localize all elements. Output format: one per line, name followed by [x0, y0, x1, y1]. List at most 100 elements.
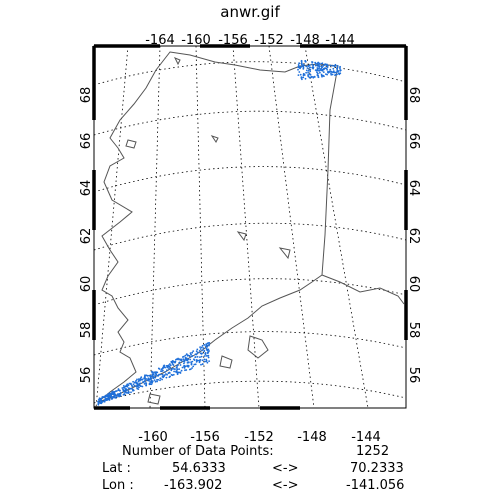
data-point — [202, 347, 205, 350]
data-point — [297, 64, 300, 66]
data-point — [151, 381, 154, 384]
data-point — [141, 385, 144, 388]
data-point — [336, 73, 338, 76]
data-point — [106, 395, 109, 398]
data-point — [208, 344, 210, 347]
data-point — [305, 65, 308, 68]
data-point — [301, 78, 303, 81]
data-point — [166, 366, 169, 369]
data-point — [309, 68, 312, 71]
lat-arrow: <-> — [272, 461, 299, 476]
data-point — [167, 365, 170, 368]
data-point — [124, 391, 127, 393]
data-point — [319, 71, 321, 74]
data-point — [178, 361, 181, 364]
lat-label: Lat : — [102, 461, 131, 476]
data-point — [330, 72, 332, 75]
map-frame — [93, 45, 407, 409]
data-point — [198, 350, 201, 352]
data-point — [145, 384, 148, 387]
data-point — [183, 362, 185, 365]
data-point — [113, 391, 116, 394]
data-point — [193, 358, 195, 361]
data-point — [145, 374, 148, 377]
data-point — [199, 346, 202, 348]
data-point — [184, 354, 187, 357]
data-point — [180, 358, 183, 361]
data-point — [333, 65, 336, 68]
data-point — [195, 359, 198, 361]
data-point — [312, 67, 314, 70]
data-point — [100, 397, 103, 400]
data-point — [137, 388, 140, 390]
right-tick: 68 — [406, 87, 421, 104]
data-point — [196, 348, 199, 351]
data-point — [337, 70, 340, 72]
data-point — [313, 75, 316, 78]
data-point — [318, 69, 321, 72]
data-point — [307, 69, 310, 72]
data-point — [160, 368, 163, 370]
data-point — [330, 70, 332, 73]
data-point — [331, 64, 334, 67]
data-point — [306, 67, 309, 69]
data-point — [176, 373, 179, 376]
data-point — [336, 64, 339, 67]
data-point — [139, 379, 142, 382]
data-point — [300, 60, 303, 63]
data-point — [191, 367, 194, 369]
data-point — [311, 66, 314, 69]
data-point — [339, 67, 341, 69]
data-point — [179, 364, 182, 366]
lat-min: 54.6333 — [172, 461, 226, 476]
data-point — [323, 64, 326, 66]
data-point — [201, 349, 204, 352]
data-point — [150, 377, 153, 380]
data-point — [330, 73, 333, 76]
data-point — [164, 371, 166, 373]
data-point — [169, 363, 171, 365]
data-point — [117, 389, 120, 391]
data-point — [196, 352, 199, 354]
count-value: 1252 — [356, 444, 390, 459]
right-tick: 62 — [406, 228, 421, 245]
data-point — [297, 68, 299, 71]
data-point — [200, 363, 202, 366]
data-point — [300, 62, 303, 65]
data-point — [127, 392, 130, 394]
data-point — [126, 392, 128, 394]
data-point — [111, 396, 114, 398]
data-point — [140, 376, 143, 379]
data-point — [205, 345, 208, 348]
data-point — [200, 355, 203, 358]
bottom-tick-labels: -160 -156 -152 -148 -144 — [138, 430, 381, 445]
data-point — [201, 352, 204, 355]
data-point — [149, 381, 152, 383]
data-point — [153, 371, 156, 374]
data-point — [199, 356, 201, 358]
data-point — [159, 377, 162, 380]
data-point — [299, 73, 302, 76]
data-point — [154, 380, 157, 383]
left-tick: 62 — [79, 228, 94, 245]
data-point — [118, 392, 121, 395]
coastline — [97, 51, 405, 405]
data-point — [183, 361, 186, 363]
data-point — [194, 363, 197, 366]
data-point — [177, 358, 180, 361]
data-point — [100, 401, 103, 403]
data-point — [329, 64, 332, 67]
data-point — [175, 358, 177, 361]
data-point — [206, 355, 209, 357]
data-point — [135, 382, 138, 385]
data-point — [195, 350, 198, 353]
frame-accents — [92, 44, 408, 410]
data-point — [316, 67, 319, 69]
left-tick: 64 — [79, 180, 94, 197]
data-point — [143, 383, 146, 385]
data-point — [130, 391, 132, 394]
data-point — [163, 375, 165, 378]
right-tick: 58 — [406, 322, 421, 339]
data-point — [207, 356, 210, 359]
data-point — [110, 396, 113, 398]
